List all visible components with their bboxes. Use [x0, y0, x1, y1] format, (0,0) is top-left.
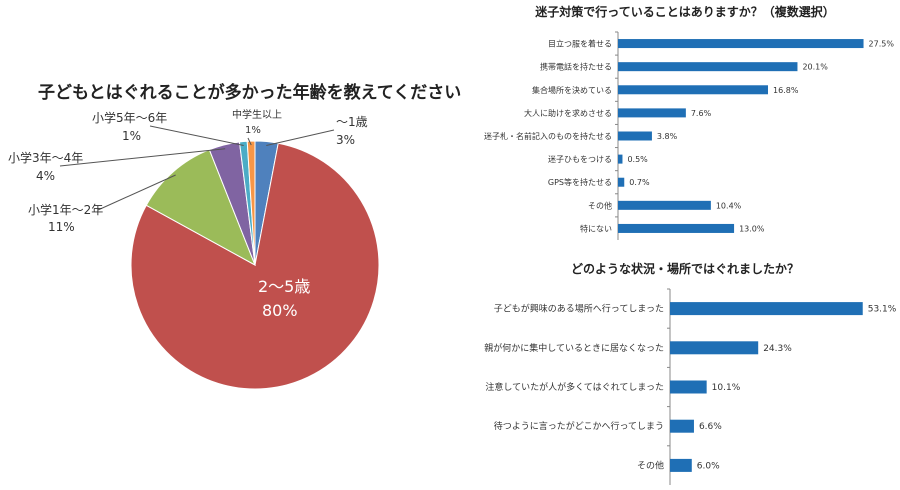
value-label: 10.4%	[716, 201, 742, 210]
pie-slice-junior-high	[246, 140, 256, 266]
pie-leader-lines	[59, 125, 335, 211]
value-age-2-5: 80%	[262, 301, 298, 320]
category-label: 携帯電話を持たせる	[540, 62, 612, 72]
label-grade-3-4: 小学3年〜4年	[8, 150, 83, 165]
value-grade-1-2: 11%	[48, 220, 75, 234]
bar-bottom-plot: 子どもが興味のある場所へ行ってしまった 53.1% 親が何かに集中しているときに居な…	[484, 288, 897, 485]
countermeasures-bar-chart: 迷子対策で行っていることはありますか？（複数選択） 目立つ服を着せる 27.5% 携…	[484, 4, 895, 240]
pie-leader-line	[97, 174, 176, 211]
bar	[670, 380, 707, 394]
bar	[618, 85, 768, 95]
label-grade-5-6: 小学5年〜6年	[92, 110, 167, 125]
bar	[618, 223, 735, 233]
category-label: 大人に助けを求めさせる	[524, 108, 612, 118]
value-label: 3.8%	[657, 132, 678, 141]
bar	[670, 302, 863, 316]
pie-title: 子どもとはぐれることが多かった年齢を教えてください	[38, 82, 461, 103]
pie-slice-age-2-5	[130, 142, 380, 390]
value-label: 6.6%	[699, 422, 722, 432]
category-label: 集合場所を決めている	[532, 85, 612, 95]
pie-leader-line	[247, 137, 252, 146]
pie-slices	[130, 140, 380, 390]
category-label: 親が何かに集中しているときに居なくなった	[484, 342, 664, 354]
category-label: 子どもが興味のある場所へ行ってしまった	[494, 303, 664, 315]
label-age-2-5: 2〜5歳	[258, 277, 310, 296]
value-label: 16.8%	[773, 86, 799, 95]
category-label: 迷子ひもをつける	[548, 154, 612, 164]
category-label: 注意していたが人が多くてはぐれてしまった	[485, 381, 664, 393]
label-grade-1-2: 小学1年〜2年	[28, 202, 103, 217]
bar-bottom-title: どのような状況・場所ではぐれましたか？	[571, 261, 799, 276]
value-label: 0.5%	[627, 155, 648, 164]
category-label: 特にない	[580, 223, 612, 233]
value-age-0-1: 3%	[336, 133, 355, 147]
pie-leader-line	[59, 148, 226, 167]
bar	[670, 458, 692, 472]
value-grade-3-4: 4%	[36, 169, 55, 183]
bar	[618, 108, 686, 118]
value-label: 27.5%	[869, 40, 895, 49]
value-label: 6.0%	[697, 461, 720, 471]
bar	[618, 62, 798, 72]
age-pie-chart: 子どもとはぐれることが多かった年齢を教えてください 〜1歳 3% 2〜5歳 80…	[8, 82, 461, 390]
bar	[670, 341, 759, 355]
bar	[670, 419, 694, 433]
pie-leader-line	[149, 125, 244, 147]
bar-top-title: 迷子対策で行っていることはありますか？（複数選択）	[534, 4, 834, 19]
category-label: 迷子札・名前記入のものを持たせる	[484, 131, 612, 141]
situation-bar-chart: どのような状況・場所ではぐれましたか？ 子どもが興味のある場所へ行ってしまった 5…	[484, 261, 897, 485]
value-label: 10.1%	[712, 383, 741, 393]
category-label: 目立つ服を着せる	[548, 39, 612, 49]
bar	[618, 39, 864, 49]
bar	[618, 131, 652, 141]
category-label: その他	[637, 459, 664, 471]
value-label: 24.3%	[763, 344, 792, 354]
value-junior-high: 1%	[245, 125, 261, 136]
label-age-0-1: 〜1歳	[336, 115, 368, 129]
value-label: 7.6%	[691, 109, 712, 118]
label-junior-high: 中学生以上	[232, 108, 282, 121]
category-label: 待つように言ったがどこかへ行ってしまう	[494, 420, 664, 432]
value-label: 20.1%	[802, 63, 828, 72]
bar	[618, 200, 711, 210]
bar	[618, 177, 625, 187]
category-label: その他	[588, 200, 612, 210]
bar	[618, 154, 623, 164]
pie-leader-line	[266, 129, 335, 147]
value-label: 53.1%	[868, 305, 897, 315]
bar-top-plot: 目立つ服を着せる 27.5% 携帯電話を持たせる 20.1% 集合場所を決めている 16.…	[484, 31, 895, 240]
value-grade-5-6: 1%	[122, 129, 141, 143]
value-label: 13.0%	[739, 224, 765, 233]
category-label: GPS等を持たせる	[548, 177, 612, 187]
value-label: 0.7%	[629, 178, 650, 187]
